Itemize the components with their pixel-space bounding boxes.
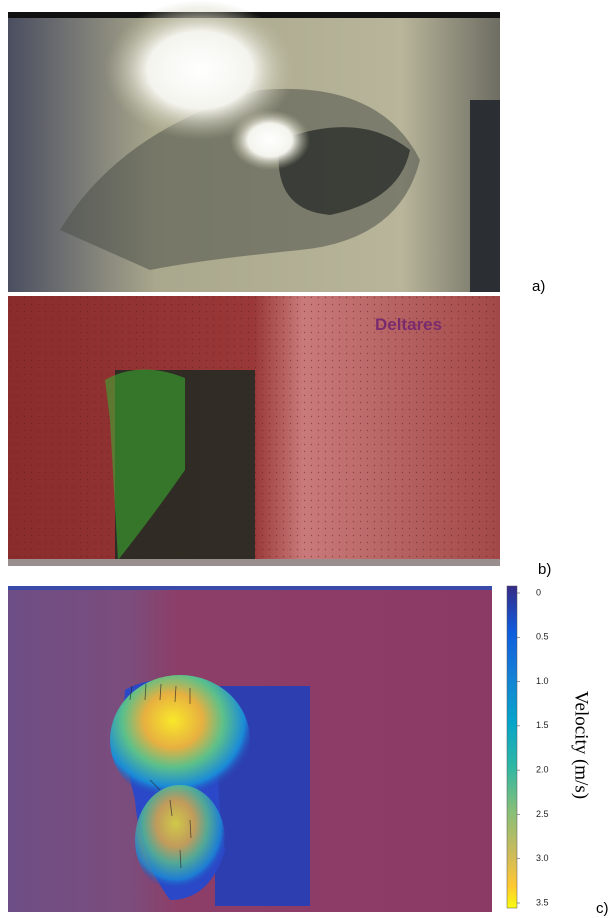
colorbar-tick-label: 2.5	[536, 809, 549, 819]
colorbar-tick-label: 1.0	[536, 676, 549, 686]
colorbar-title: Velocity (m/s)	[571, 691, 592, 799]
panel-label: c)	[596, 900, 609, 917]
panel-label: a)	[532, 278, 545, 295]
photo-a	[8, 0, 500, 292]
velocity-field	[8, 586, 492, 912]
colorbar-tick-label: 3.5	[536, 897, 549, 907]
colorbar-tick-label: 1.5	[536, 720, 549, 730]
panel-label: b)	[538, 561, 551, 578]
colorbar-tick-label: 0	[536, 587, 541, 597]
figure: a) Deltares b) Velocity (m/s) c) 0 0.5 1.0…	[0, 0, 616, 918]
colorbar-tick-label: 3.0	[536, 853, 549, 863]
colorbar-tick-label: 0.5	[536, 632, 549, 642]
colorbar	[507, 586, 517, 908]
watermark: Deltares	[375, 315, 442, 334]
colorbar-tick-label: 2.0	[536, 765, 549, 775]
photo-b	[8, 296, 500, 566]
